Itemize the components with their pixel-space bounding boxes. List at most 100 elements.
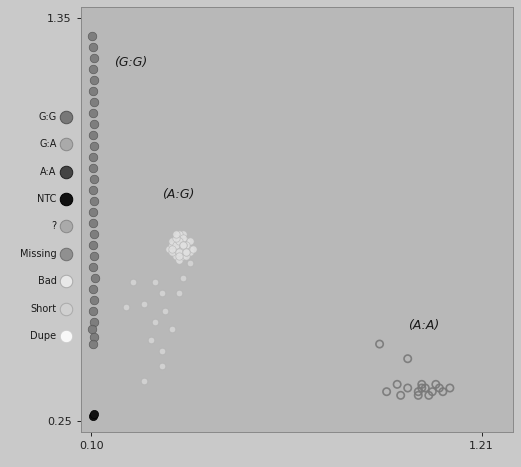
Text: G:G: G:G [38,112,56,122]
Point [179,275,187,282]
Point [175,289,183,297]
Point [182,252,190,260]
Point [90,77,98,84]
Point [418,381,426,388]
Text: NTC: NTC [37,194,56,204]
Point [89,241,97,249]
Point [168,325,176,333]
Point [89,154,97,161]
Point [171,241,180,249]
Point [393,381,401,388]
Point [182,241,190,249]
Point [185,245,194,253]
Point [151,278,159,285]
Point [89,208,97,216]
Text: Bad: Bad [38,276,56,286]
Point [90,297,98,304]
Text: (G:G): (G:G) [114,56,147,69]
Point [89,340,97,348]
Point [182,238,190,245]
Point [89,186,97,194]
Point [89,263,97,271]
Point [179,230,187,238]
Point [157,347,166,355]
Point [90,142,98,150]
Text: Missing: Missing [20,249,56,259]
Point [89,307,97,315]
Point [179,241,187,249]
Point [89,109,97,117]
Point [89,87,97,95]
Point [88,325,96,333]
Point [175,249,183,256]
Point [418,384,426,392]
Point [89,132,97,139]
Point [382,388,391,396]
Point [179,241,187,249]
Point [179,249,187,256]
Point [89,65,97,73]
Point [140,377,148,384]
Point [175,249,183,256]
Text: A:A: A:A [40,167,56,177]
Point [140,300,148,307]
Point [168,238,176,245]
Point [90,333,98,340]
Point [425,392,433,399]
Point [179,234,187,241]
Point [90,198,98,205]
Point [179,245,187,253]
Text: G:A: G:A [39,139,56,149]
Point [90,99,98,106]
Point [171,238,180,245]
Point [165,245,173,253]
Point [171,238,180,245]
Point [182,249,190,256]
Point [179,234,187,241]
Point [90,230,98,238]
Point [421,384,429,392]
Point [439,388,447,396]
Point [404,384,412,392]
Point [89,43,97,51]
Point [89,285,97,293]
Point [175,238,183,245]
Point [90,120,98,128]
Point [91,275,99,282]
Point [157,362,166,370]
Point [171,252,180,260]
Point [414,392,423,399]
Point [90,55,98,62]
Point [376,340,384,348]
Point [175,230,183,238]
Text: (A:G): (A:G) [162,188,194,200]
Point [396,392,405,399]
Point [428,388,437,396]
Point [185,238,194,245]
Point [182,241,190,249]
Point [171,230,180,238]
Point [435,384,443,392]
Point [175,241,183,249]
Point [432,381,440,388]
Point [90,410,98,418]
Text: ?: ? [52,221,56,232]
Point [175,256,183,263]
Point [171,234,180,241]
Point [404,355,412,362]
Point [175,234,183,241]
Point [122,304,131,311]
Point [129,278,138,285]
Point [89,412,97,420]
Point [168,245,176,253]
Point [171,245,180,253]
Point [414,388,423,396]
Point [182,249,190,256]
Point [147,337,155,344]
Point [90,318,98,326]
Point [446,384,454,392]
Point [89,219,97,227]
Point [151,318,159,326]
Text: (A:A): (A:A) [408,319,439,333]
Point [185,249,194,256]
